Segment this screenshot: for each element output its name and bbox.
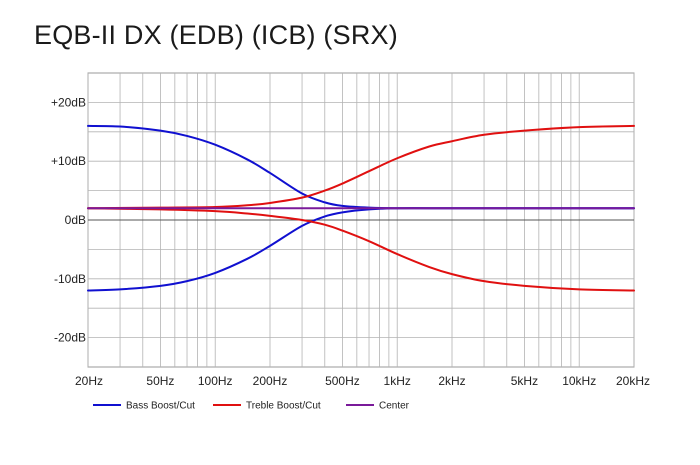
chart-title: EQB-II DX (EDB) (ICB) (SRX) [34, 20, 398, 50]
series-line-bass-boost-cut-1 [87, 124, 635, 210]
x-tick-label: 2kHz [438, 374, 465, 388]
y-tick-label: -20dB [54, 331, 86, 345]
legend-label: Center [379, 401, 410, 412]
series-line-treble-boost-cut-1 [87, 124, 635, 210]
legend: Bass Boost/Cut Treble Boost/Cut Center [93, 401, 410, 412]
x-tick-label: 20Hz [75, 374, 103, 388]
x-tick-label: 1kHz [384, 374, 411, 388]
grid [87, 72, 635, 368]
y-tick-label: +20dB [51, 95, 86, 109]
legend-label: Bass Boost/Cut [126, 401, 195, 412]
x-tick-label: 5kHz [511, 374, 538, 388]
y-tick-label: +10dB [51, 154, 86, 168]
series-curves [87, 124, 635, 292]
y-tick-label: 0dB [65, 213, 86, 227]
x-tick-label: 50Hz [146, 374, 174, 388]
x-tick-label: 20kHz [616, 374, 650, 388]
series-line-treble-boost-cut-2 [87, 207, 635, 292]
x-tick-label: 100Hz [198, 374, 233, 388]
x-tick-label: 10kHz [562, 374, 596, 388]
axis-tick-labels: +20dB +10dB 0dB -10dB -20dB 20Hz 50Hz 100Hz 200H… [51, 95, 650, 388]
legend-label: Treble Boost/Cut [246, 401, 321, 412]
x-tick-label: 200Hz [253, 374, 288, 388]
y-tick-label: -10dB [54, 272, 86, 286]
x-tick-label: 500Hz [325, 374, 360, 388]
